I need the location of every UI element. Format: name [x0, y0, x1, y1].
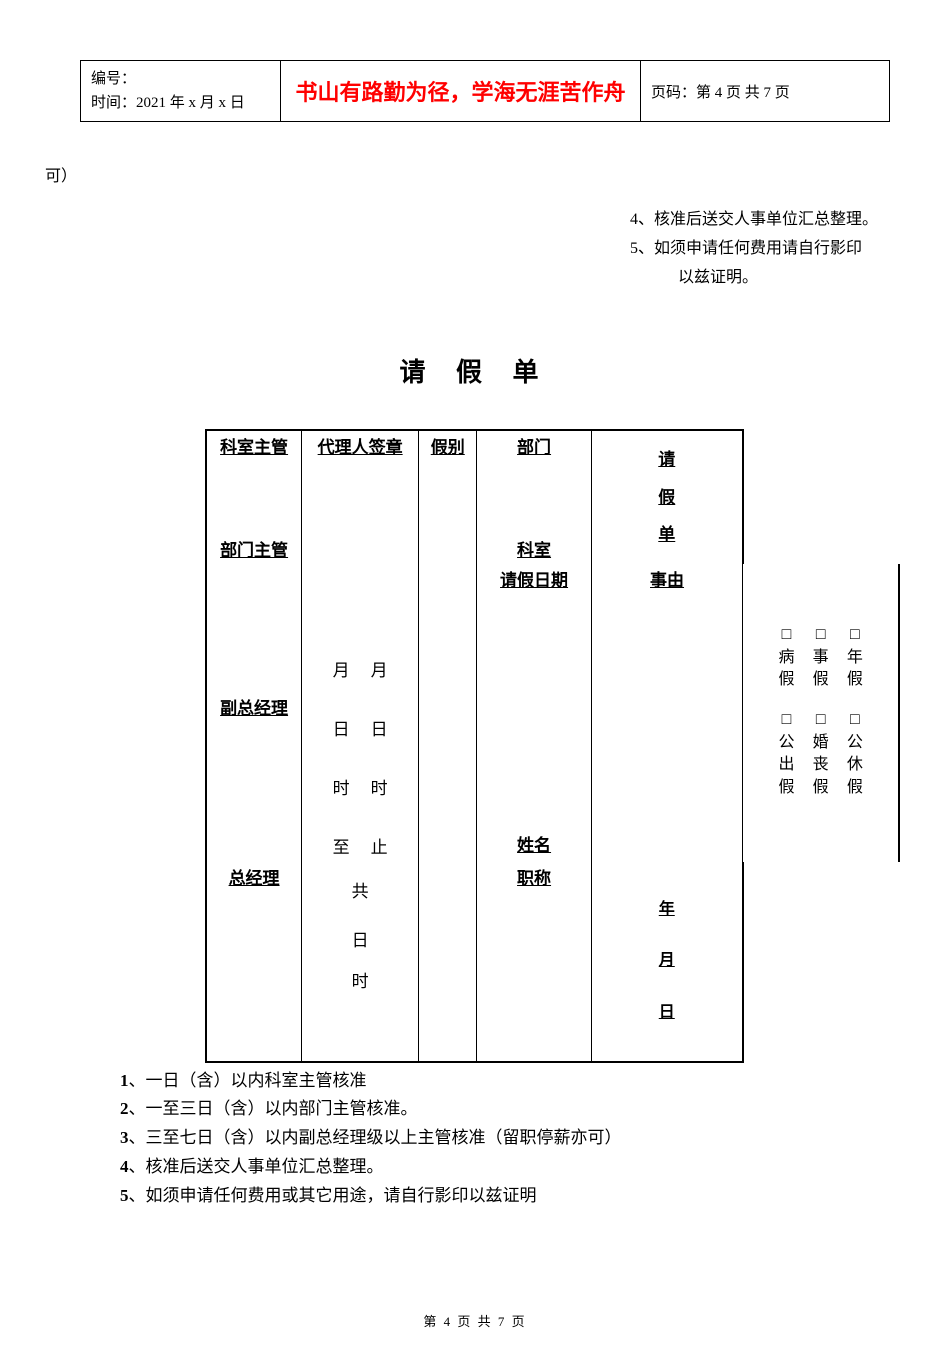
note-5: 、如须申请任何费用或其它用途，请自行影印以兹证明 [129, 1186, 537, 1205]
th-title: 职称 [477, 862, 591, 892]
stub-b: 假 [600, 479, 734, 516]
top-note-4: 4、核准后送交人事单位汇总整理。 [630, 206, 900, 235]
cell-gm [206, 892, 302, 1062]
cb-annual: □年假 [847, 624, 863, 691]
checkbox-area: □病假 □事假 □年假 □公出假 □婚丧假 □公休假 [743, 564, 899, 862]
note-2: 、一至三日（含）以内部门主管核准。 [129, 1099, 418, 1118]
time-label: 时间：2021 年 x 月 x 日 [91, 91, 270, 115]
cell-leave-type-bottom [419, 892, 477, 1062]
note-1: 、一日（含）以内科室主管核准 [129, 1071, 367, 1090]
cell-title [477, 892, 591, 1062]
th-dept: 部门 [477, 430, 591, 460]
cell-reason [477, 594, 591, 722]
top-note-5: 5、如须申请任何费用请自行影印 [630, 235, 900, 264]
cb-sick: □病假 [778, 624, 794, 691]
th-agent-sign: 代理人签章 [302, 430, 419, 460]
header-center: 书山有路勤为径，学海无涯苦作舟 [281, 61, 641, 122]
note-3: 、三至七日（含）以内副总经理级以上主管核准（留职停薪亦可） [129, 1128, 622, 1147]
notes-list: 1、一日（含）以内科室主管核准 2、一至三日（含）以内部门主管核准。 3、三至七… [120, 1067, 900, 1211]
cell-leave-date: 月月 日日 时时 至止 共 日 时 [302, 594, 419, 1062]
stub-title: 请 假 单 [591, 430, 743, 563]
header-page: 页码：第 4 页 共 7 页 [641, 61, 890, 122]
th-vice-gm: 副总经理 [206, 692, 302, 722]
cell-agent-sign [302, 460, 419, 593]
top-notes: 4、核准后送交人事单位汇总整理。 5、如须申请任何费用请自行影印 以兹证明。 [630, 206, 900, 292]
prev-tail: 可） [45, 162, 900, 186]
cb-marriage: □婚丧假 [813, 709, 829, 799]
cell-dept [477, 460, 591, 533]
page-footer: 第 4 页 共 7 页 [50, 1311, 900, 1330]
cell-vice-gm [206, 722, 302, 862]
stub-a: 请 [600, 441, 734, 478]
th-reason: 事由 [591, 564, 743, 594]
cb-official: □公出假 [778, 709, 794, 799]
th-name: 姓名 [477, 722, 591, 862]
top-note-5b: 以兹证明。 [630, 264, 900, 293]
th-section: 科室 [477, 534, 591, 564]
cb-public: □公休假 [847, 709, 863, 799]
th-gm: 总经理 [206, 862, 302, 892]
stub-c: 单 [600, 516, 734, 553]
th-leave-type: 假别 [419, 430, 477, 460]
doc-header: 编号： 时间：2021 年 x 月 x 日 书山有路勤为径，学海无涯苦作舟 页码… [80, 60, 890, 122]
form-title: 请 假 单 [50, 352, 900, 389]
cell-section-supervisor [206, 564, 302, 692]
leave-form: 科室主管 代理人签章 假别 部门 请 假 单 部门主管 科室 [205, 429, 900, 1062]
cell-leave-type [419, 460, 477, 891]
cb-personal: □事假 [813, 624, 829, 691]
th-dept-supervisor: 科室主管 [206, 430, 302, 460]
th-leave-date: 请假日期 [477, 564, 591, 594]
cell-dept-supervisor [206, 460, 302, 533]
date-area: 年 月 日 [591, 862, 743, 1062]
header-left: 编号： 时间：2021 年 x 月 x 日 [81, 61, 281, 122]
note-4: 、核准后送交人事单位汇总整理。 [129, 1157, 384, 1176]
th-section-supervisor: 部门主管 [206, 534, 302, 564]
code-label: 编号： [91, 67, 270, 91]
